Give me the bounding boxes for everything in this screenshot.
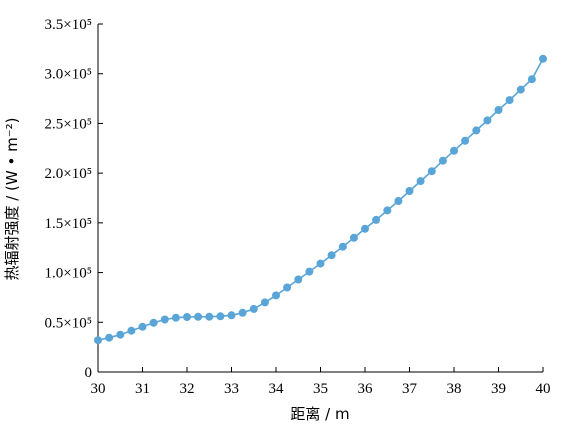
y-tick-label: 0 xyxy=(85,365,93,381)
data-points xyxy=(94,54,547,345)
data-point xyxy=(127,326,136,335)
y-tick-label: 2.0×10⁵ xyxy=(45,166,92,182)
y-tick-labels: 0 0.5×10⁵ 1.0×10⁵ 1.5×10⁵ 2.0×10⁵ 2.5×10⁵ 3.0×… xyxy=(45,17,92,381)
data-point xyxy=(472,126,481,135)
data-point xyxy=(361,224,369,233)
x-tick-label: 33 xyxy=(224,381,239,397)
data-point xyxy=(305,267,314,276)
y-axis-title: 热辐射强度 / (W • m⁻²) xyxy=(3,117,21,280)
data-point xyxy=(494,106,503,114)
data-point xyxy=(450,146,458,155)
x-tick-label: 34 xyxy=(269,381,285,397)
y-tick-label: 0.5×10⁵ xyxy=(45,315,92,331)
y-tick-label: 2.5×10⁵ xyxy=(45,116,92,132)
y-tick-label: 3.0×10⁵ xyxy=(45,67,92,83)
x-tick-label: 32 xyxy=(180,381,195,397)
data-point xyxy=(138,322,147,331)
data-point xyxy=(539,54,547,63)
data-point xyxy=(416,177,425,186)
data-point xyxy=(338,242,347,251)
data-point xyxy=(227,311,236,320)
data-point xyxy=(194,312,203,321)
data-point xyxy=(316,259,325,268)
data-point xyxy=(272,291,280,300)
data-point xyxy=(238,308,247,317)
data-point xyxy=(349,233,358,242)
data-point xyxy=(527,75,536,84)
data-point xyxy=(205,312,214,321)
data-point xyxy=(394,197,403,205)
data-point xyxy=(105,333,114,342)
x-tick-label: 36 xyxy=(358,381,374,397)
data-point xyxy=(294,275,303,284)
y-tick-label: 1.0×10⁵ xyxy=(45,266,92,282)
series-line xyxy=(97,58,544,341)
data-point xyxy=(516,85,525,94)
x-tick-label: 37 xyxy=(402,381,418,397)
data-point xyxy=(116,330,125,339)
x-tick-labels: 30 31 32 33 34 35 36 37 38 39 40 xyxy=(91,381,551,397)
y-tick-label: 1.5×10⁵ xyxy=(45,216,92,232)
data-point xyxy=(372,215,381,224)
x-tick-label: 30 xyxy=(91,381,106,397)
data-point xyxy=(283,283,292,292)
data-point xyxy=(149,318,158,327)
data-point xyxy=(160,315,169,324)
data-point xyxy=(505,96,514,105)
data-point xyxy=(461,136,470,145)
data-point xyxy=(483,116,492,125)
y-tick-label: 3.5×10⁵ xyxy=(45,17,92,33)
data-point xyxy=(438,156,447,165)
data-point xyxy=(383,206,392,215)
x-tick-label: 38 xyxy=(447,381,462,397)
data-point xyxy=(405,187,414,195)
data-point xyxy=(171,313,180,322)
data-point xyxy=(249,304,258,313)
x-tick-label: 40 xyxy=(536,381,551,397)
data-point xyxy=(327,251,336,260)
x-tick-label: 35 xyxy=(313,381,328,397)
data-point xyxy=(94,336,102,345)
x-tick-label: 39 xyxy=(491,381,506,397)
data-point xyxy=(427,167,436,176)
x-tick-label: 31 xyxy=(135,381,150,397)
data-point xyxy=(216,312,225,321)
data-point xyxy=(183,313,191,321)
x-axis-title: 距离 / m xyxy=(290,405,349,423)
data-point xyxy=(260,298,269,307)
